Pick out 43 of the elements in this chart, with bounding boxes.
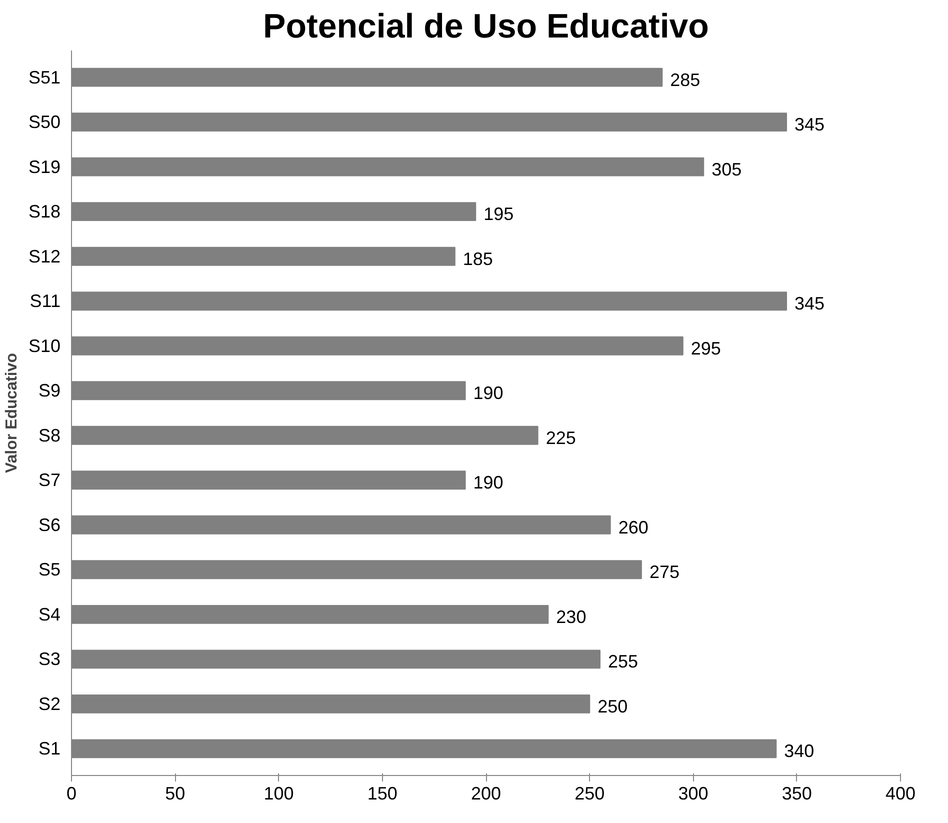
data-label: 275: [649, 562, 680, 582]
data-label: 195: [484, 204, 514, 224]
y-tick-label: S8: [38, 425, 61, 446]
x-tick-label: 300: [678, 784, 708, 804]
y-tick-label: S9: [38, 380, 61, 401]
y-tick-label: S7: [38, 470, 61, 490]
data-label: 185: [462, 248, 493, 269]
x-tick-label: 250: [574, 784, 605, 804]
y-tick-label: S18: [28, 202, 61, 222]
y-tick-label: S51: [28, 67, 61, 88]
data-label: 255: [608, 652, 638, 672]
y-tick-label: S19: [28, 156, 61, 177]
y-tick-label: S10: [28, 336, 61, 356]
data-label: 225: [546, 428, 576, 448]
data-label: 305: [712, 159, 742, 180]
x-tick-label: 200: [470, 784, 502, 804]
y-tick-label: S6: [38, 514, 61, 535]
x-tick-label: 350: [782, 784, 812, 804]
y-tick-label: S12: [28, 246, 61, 266]
data-label: 345: [794, 114, 825, 135]
data-label: 340: [784, 741, 814, 762]
data-label: 250: [598, 696, 628, 716]
data-label: 260: [618, 517, 648, 538]
x-tick-label: 50: [165, 784, 186, 804]
y-tick-label: S50: [28, 112, 61, 132]
data-label: 190: [473, 472, 504, 493]
data-label: 295: [690, 338, 721, 358]
y-tick-label: S3: [38, 649, 61, 670]
y-axis-title: Valor Educativo: [3, 352, 20, 474]
y-tick-label: S11: [30, 291, 61, 312]
y-tick-label: S2: [38, 694, 61, 714]
data-label: 230: [556, 606, 586, 627]
x-tick-label: 100: [264, 784, 294, 804]
x-tick-label: 150: [367, 784, 398, 804]
y-tick-label: S5: [38, 560, 61, 580]
data-label: 345: [794, 294, 825, 314]
x-tick-label: 0: [66, 784, 77, 804]
chart-title: Potencial de Uso Educativo: [263, 8, 709, 46]
data-label: 190: [473, 383, 504, 404]
y-tick-label: S4: [38, 604, 61, 624]
y-tick-label: S1: [38, 738, 61, 759]
data-label: 285: [670, 70, 700, 90]
x-tick-label: 400: [885, 784, 916, 804]
